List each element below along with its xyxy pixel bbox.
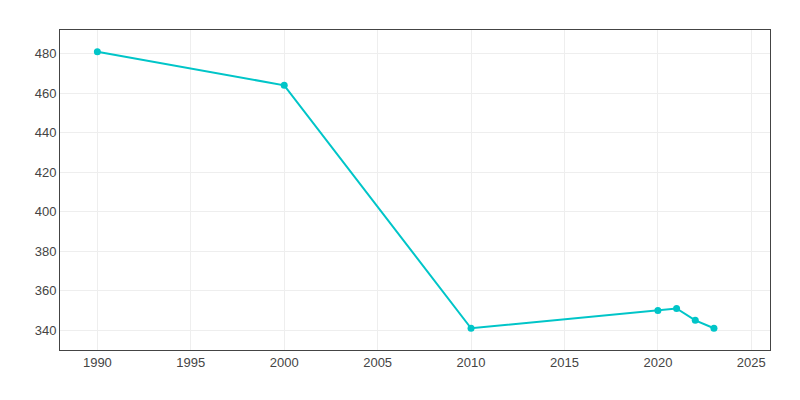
svg-text:2005: 2005 xyxy=(363,355,392,370)
svg-text:360: 360 xyxy=(35,283,57,298)
svg-text:2020: 2020 xyxy=(643,355,672,370)
svg-text:380: 380 xyxy=(35,244,57,259)
svg-text:1990: 1990 xyxy=(83,355,112,370)
svg-text:2025: 2025 xyxy=(737,355,766,370)
svg-text:400: 400 xyxy=(35,204,57,219)
svg-text:2000: 2000 xyxy=(270,355,299,370)
svg-text:2010: 2010 xyxy=(457,355,486,370)
svg-text:340: 340 xyxy=(35,323,57,338)
svg-text:1995: 1995 xyxy=(176,355,205,370)
svg-text:480: 480 xyxy=(35,46,57,61)
svg-text:440: 440 xyxy=(35,125,57,140)
svg-text:2015: 2015 xyxy=(550,355,579,370)
svg-text:460: 460 xyxy=(35,86,57,101)
svg-text:420: 420 xyxy=(35,165,57,180)
